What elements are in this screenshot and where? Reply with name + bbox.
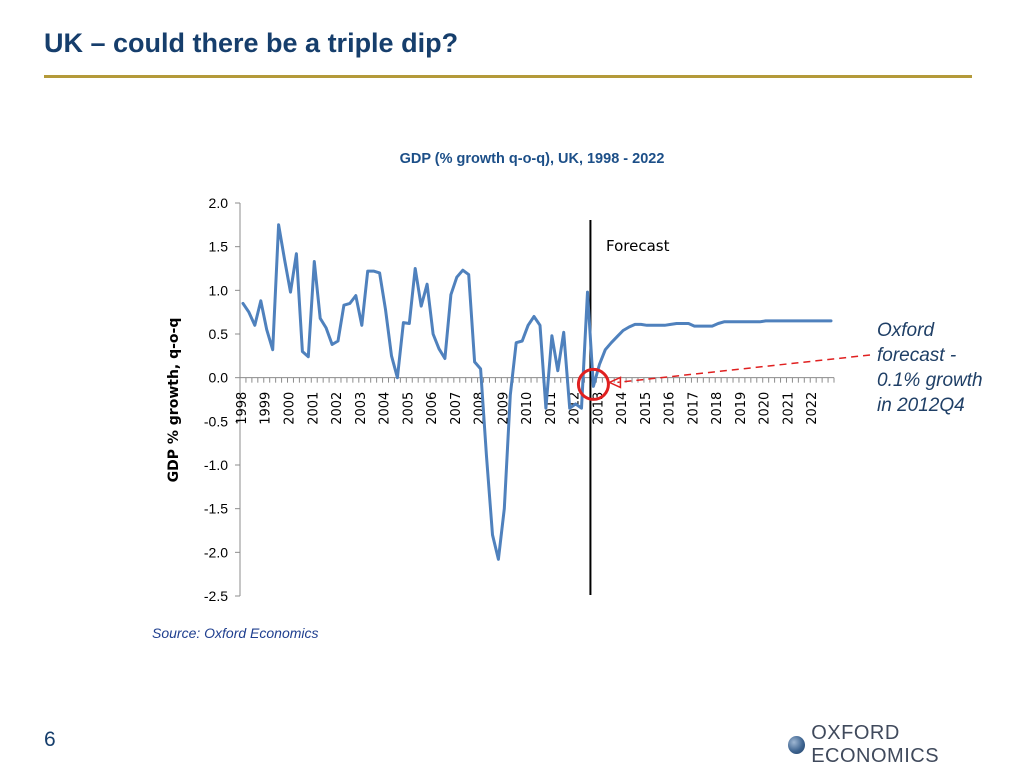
x-tick-label: 2017 <box>686 392 701 425</box>
y-tick-label: 0.0 <box>209 370 229 386</box>
annotation-line: Oxford <box>877 320 935 341</box>
x-tick-label: 1998 <box>235 392 250 425</box>
x-tick-label: 2005 <box>401 392 416 425</box>
x-tick-label: 2012 <box>568 392 583 425</box>
x-tick-label: 2003 <box>354 392 369 425</box>
x-tick-label: 2021 <box>781 392 796 425</box>
y-tick-label: -2.5 <box>204 588 228 604</box>
page-number: 6 <box>44 728 56 751</box>
chart-title: GDP (% growth q-o-q), UK, 1998 - 2022 <box>399 151 665 167</box>
x-tick-label: 2022 <box>805 392 820 425</box>
slide-title: UK – could there be a triple dip? <box>44 28 459 58</box>
y-tick-label: -2.0 <box>204 544 228 560</box>
source-note: Source: Oxford Economics <box>152 625 319 641</box>
forecast-annotation: Oxford forecast - 0.1% growth in 2012Q4 <box>877 318 1017 418</box>
annotation-line: 0.1% growth <box>877 370 983 391</box>
y-tick-label: 1.5 <box>209 239 229 255</box>
x-tick-label: 2018 <box>710 392 725 425</box>
x-tick-label: 2009 <box>496 392 511 425</box>
highlight-circle <box>576 367 610 401</box>
y-tick-label: -1.0 <box>204 457 228 473</box>
y-tick-label: -1.5 <box>204 501 228 517</box>
y-tick-label: 1.0 <box>209 282 229 298</box>
x-tick-label: 2015 <box>639 392 654 425</box>
annotation-arrow <box>617 354 871 384</box>
title-divider <box>44 75 972 78</box>
x-tick-label: 2016 <box>663 392 678 425</box>
annotation-line: forecast - <box>877 345 957 366</box>
gdp-series-line <box>241 223 833 561</box>
x-tick-label: 2007 <box>449 392 464 425</box>
annotation-arrowhead <box>607 376 622 389</box>
x-tick-label: 2000 <box>282 392 297 425</box>
globe-icon <box>788 736 806 754</box>
x-tick-label: 2001 <box>306 392 321 425</box>
x-tick-label: 1999 <box>259 392 274 425</box>
y-tick-label: -0.5 <box>204 413 228 429</box>
x-tick-label: 2002 <box>330 392 345 425</box>
x-tick-label: 2020 <box>758 392 773 425</box>
annotation-line: in 2012Q4 <box>877 395 965 416</box>
x-tick-label: 2006 <box>425 392 440 425</box>
x-tick-label: 2010 <box>520 392 535 425</box>
x-tick-label: 2004 <box>378 392 393 425</box>
y-tick-label: 0.5 <box>209 326 229 342</box>
logo-text: OXFORD ECONOMICS <box>811 722 940 767</box>
y-axis-title: GDP % growth, q-o-q <box>166 318 182 483</box>
forecast-label: Forecast <box>606 237 670 255</box>
x-tick-label: 2019 <box>734 392 749 425</box>
x-tick-label: 2014 <box>615 392 630 425</box>
oxford-economics-logo: OXFORD ECONOMICS <box>788 722 1024 768</box>
y-tick-label: 2.0 <box>209 195 229 211</box>
